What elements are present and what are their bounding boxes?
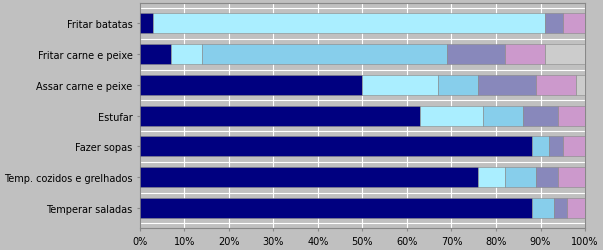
- Bar: [140, 168, 478, 188]
- Bar: [554, 198, 567, 218]
- Bar: [478, 168, 505, 188]
- Bar: [536, 76, 576, 96]
- Bar: [140, 45, 171, 65]
- Bar: [558, 106, 585, 126]
- Bar: [505, 168, 536, 188]
- Bar: [563, 137, 585, 157]
- Bar: [523, 106, 558, 126]
- Bar: [447, 45, 505, 65]
- Bar: [140, 76, 362, 96]
- Bar: [545, 14, 563, 34]
- Bar: [532, 137, 549, 157]
- Bar: [558, 168, 585, 188]
- Bar: [438, 76, 478, 96]
- Bar: [202, 45, 447, 65]
- Bar: [545, 45, 585, 65]
- Bar: [567, 198, 585, 218]
- Bar: [171, 45, 202, 65]
- Bar: [563, 14, 585, 34]
- Bar: [576, 76, 585, 96]
- Bar: [532, 198, 554, 218]
- Bar: [362, 76, 438, 96]
- Bar: [482, 106, 523, 126]
- Bar: [153, 14, 545, 34]
- Bar: [140, 198, 532, 218]
- Bar: [478, 76, 536, 96]
- Bar: [140, 106, 420, 126]
- Bar: [505, 45, 545, 65]
- Bar: [549, 137, 563, 157]
- Bar: [420, 106, 482, 126]
- Bar: [536, 168, 558, 188]
- Bar: [140, 14, 153, 34]
- Bar: [140, 137, 532, 157]
